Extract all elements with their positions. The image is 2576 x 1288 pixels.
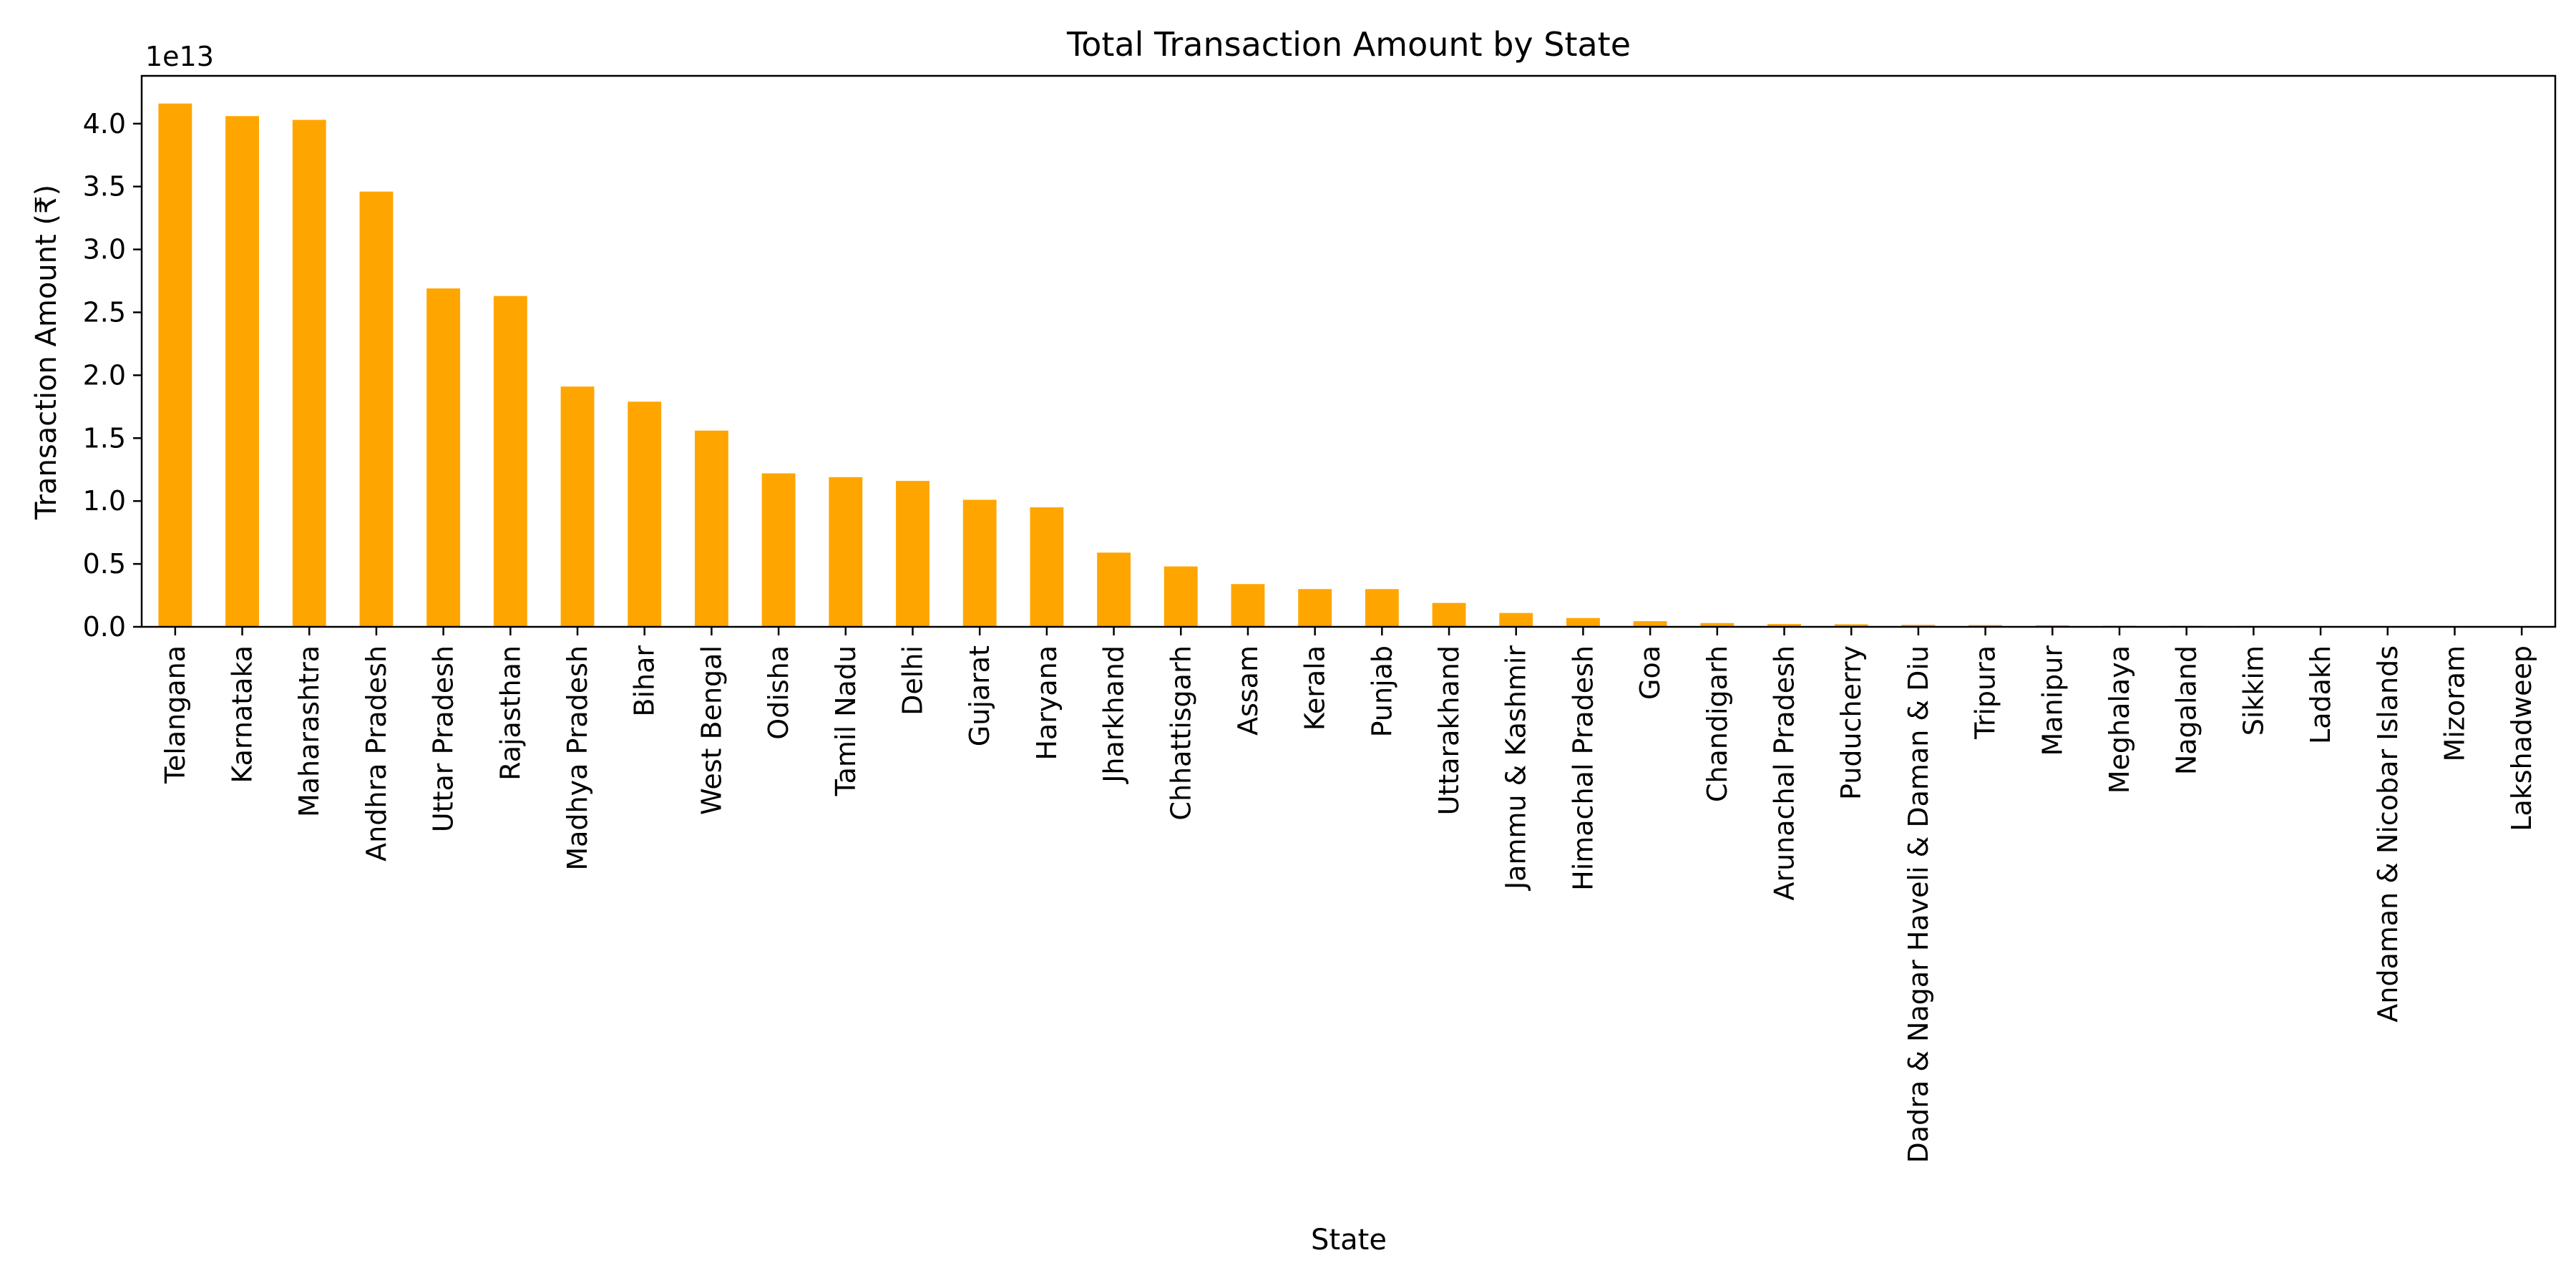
x-tick-label: Haryana [1031, 645, 1063, 761]
y-tick-label: 2.0 [83, 359, 126, 391]
x-tick-label: Uttarakhand [1433, 645, 1465, 815]
x-tick-label: Uttar Pradesh [428, 645, 459, 832]
y-axis-label: Transaction Amount (₹) [30, 185, 63, 520]
x-tick-label: Manipur [2036, 645, 2068, 756]
bar [292, 119, 326, 627]
x-tick-label: West Bengal [696, 645, 727, 815]
bar [493, 296, 527, 627]
bar [1566, 618, 1600, 627]
plot-area-frame [140, 74, 2557, 628]
bar [1901, 625, 1936, 627]
y-tick-label: 1.5 [83, 422, 126, 454]
y-tick-label: 3.0 [83, 234, 126, 265]
bar [1834, 624, 1868, 627]
x-tick-label: Bihar [629, 645, 660, 717]
x-tick-label: Delhi [897, 645, 928, 716]
bar [1432, 602, 1466, 627]
bar [1499, 613, 1533, 627]
x-tick-label: Mizoram [2439, 645, 2470, 761]
y-tick-label: 1.0 [83, 485, 126, 517]
chart-title: Total Transaction Amount by State [1066, 25, 1631, 64]
bar [829, 477, 863, 627]
x-tick-label: Tamil Nadu [830, 645, 862, 796]
x-tick-label: Jharkhand [1098, 645, 1130, 784]
x-tick-label: Arunachal Pradesh [1769, 645, 1800, 901]
x-tick-label: Maharashtra [293, 645, 325, 817]
y-tick-label: 3.5 [83, 171, 126, 203]
x-tick-label: Madhya Pradesh [562, 645, 593, 871]
x-tick-label: Telangana [160, 645, 191, 784]
x-axis-ticks: Telangana Karnataka Maharashtra Andhra Prad… [160, 627, 2537, 1163]
x-tick-label: Andhra Pradesh [361, 645, 392, 862]
bar [694, 430, 728, 627]
bar [560, 386, 595, 627]
x-tick-label: Himachal Pradesh [1567, 645, 1599, 891]
x-axis-label: State [1311, 1224, 1387, 1257]
x-tick-label: Sikkim [2238, 645, 2269, 736]
x-tick-label: Nagaland [2171, 645, 2202, 775]
bar [158, 103, 192, 627]
x-tick-label: Goa [1634, 645, 1666, 700]
x-tick-label: Lakshadweep [2506, 645, 2537, 831]
y-tick-label: 0.5 [83, 548, 126, 580]
bar [359, 191, 394, 627]
x-tick-label: Puducherry [1835, 645, 1867, 800]
bar [1231, 584, 1265, 627]
x-tick-label: Jammu & Kashmir [1501, 645, 1532, 891]
x-tick-label: Chhattisgarh [1165, 645, 1196, 821]
x-tick-label: Meghalaya [2104, 645, 2135, 794]
bar [1365, 589, 1399, 627]
x-tick-label: Odisha [763, 645, 794, 740]
x-tick-label: Dadra & Nagar Haveli & Daman & Diu [1903, 645, 1934, 1163]
bar [1163, 566, 1198, 627]
bar [628, 401, 662, 627]
y-tick-label: 0.0 [83, 611, 126, 643]
x-tick-label: Andaman & Nicobar Islands [2372, 645, 2404, 1023]
x-tick-label: Ladakh [2305, 645, 2336, 744]
y-tick-label: 4.0 [83, 108, 126, 140]
bar [1097, 552, 1131, 627]
x-tick-label: Assam [1232, 645, 1264, 736]
y-axis-offset-label: 1e13 [145, 41, 214, 72]
bar [896, 481, 930, 627]
x-tick-label: Gujarat [964, 645, 995, 746]
bars [158, 103, 2539, 627]
bar [1767, 624, 1801, 627]
x-tick-label: Tripura [1970, 645, 2001, 740]
bar [225, 116, 259, 627]
bar [761, 473, 796, 627]
bar [1030, 507, 1064, 627]
bar [1700, 623, 1735, 627]
x-tick-label: Punjab [1366, 645, 1397, 737]
x-tick-label: Chandigarh [1702, 645, 1733, 802]
bar [962, 499, 997, 627]
y-tick-label: 2.5 [83, 297, 126, 328]
x-tick-label: Kerala [1299, 645, 1331, 731]
bar [1633, 621, 1667, 627]
x-tick-label: Rajasthan [494, 645, 526, 781]
x-tick-label: Karnataka [227, 645, 258, 784]
y-axis-ticks: 0.0 0.5 1.0 1.5 2.0 2.5 3.0 3.5 4.0 [83, 108, 142, 643]
bar [426, 288, 461, 627]
bar [1298, 589, 1332, 627]
